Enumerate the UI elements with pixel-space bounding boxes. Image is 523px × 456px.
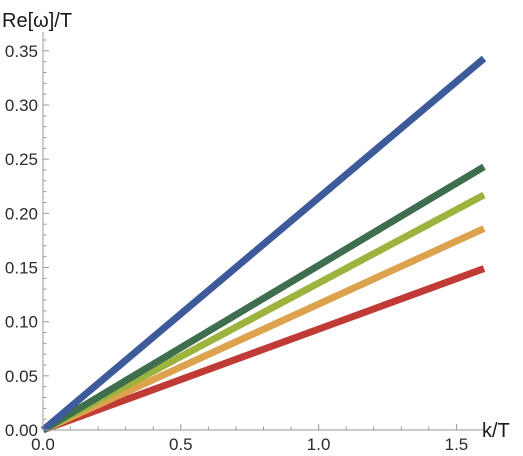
series-line: [41, 191, 486, 434]
y-tick-label: 0.35: [5, 42, 38, 61]
series-layer: [40, 55, 487, 434]
x-tick-label: 1.5: [445, 435, 469, 454]
y-axis-label: Re[ω]/T: [2, 10, 72, 32]
series-line: [41, 225, 486, 434]
x-tick-label: 1.0: [307, 435, 331, 454]
series-line: [41, 265, 486, 434]
y-tick-label: 0.10: [5, 313, 38, 332]
y-tick-label: 0.30: [5, 96, 38, 115]
ticks-layer: 0.00 0.05 0.10 0.15 0.20 0.25 0.30 0.35 0.0 0.5 1.…: [5, 39, 485, 454]
x-axis-label: k/T: [482, 420, 510, 442]
y-tick-label: 0.05: [5, 367, 38, 386]
x-tick-label: 0.0: [31, 435, 55, 454]
series-line: [41, 163, 486, 434]
y-tick-label: 0.15: [5, 259, 38, 278]
x-tick-label: 0.5: [169, 435, 193, 454]
y-tick-label: 0.20: [5, 204, 38, 223]
y-tick-label: 0.00: [5, 421, 38, 440]
series-line: [40, 55, 487, 433]
y-tick-label: 0.25: [5, 150, 38, 169]
